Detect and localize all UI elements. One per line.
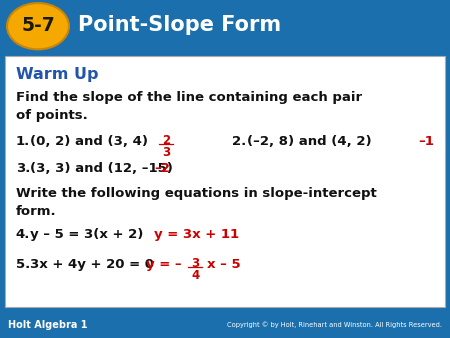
Text: Point-Slope Form: Point-Slope Form <box>78 15 281 35</box>
Text: Holt Algebra 1: Holt Algebra 1 <box>8 320 87 330</box>
Text: 3x + 4y + 20 = 0: 3x + 4y + 20 = 0 <box>30 258 154 271</box>
Text: 3: 3 <box>162 146 170 159</box>
Text: –1: –1 <box>418 135 434 148</box>
Text: 4.: 4. <box>16 228 30 241</box>
Text: 5.: 5. <box>16 258 30 271</box>
Text: 3: 3 <box>191 257 199 270</box>
Text: y = –: y = – <box>146 258 181 271</box>
Text: 5-7: 5-7 <box>21 16 55 35</box>
Text: Write the following equations in slope-intercept: Write the following equations in slope-i… <box>16 187 377 200</box>
Text: form.: form. <box>16 204 56 218</box>
Text: x – 5: x – 5 <box>207 258 241 271</box>
Text: (0, 2) and (3, 4): (0, 2) and (3, 4) <box>30 135 148 148</box>
Text: 1.: 1. <box>16 135 30 148</box>
FancyBboxPatch shape <box>5 56 445 307</box>
Text: Warm Up: Warm Up <box>16 67 98 82</box>
Text: 3.: 3. <box>16 162 30 175</box>
Text: –2: –2 <box>154 162 170 175</box>
Text: of points.: of points. <box>16 109 87 122</box>
Text: 2: 2 <box>162 134 170 147</box>
Text: y = 3x + 11: y = 3x + 11 <box>154 228 239 241</box>
Text: Find the slope of the line containing each pair: Find the slope of the line containing ea… <box>16 91 362 104</box>
Text: 4: 4 <box>191 269 199 282</box>
Text: 2.: 2. <box>232 135 247 148</box>
Text: (–2, 8) and (4, 2): (–2, 8) and (4, 2) <box>247 135 371 148</box>
Text: (3, 3) and (12, –15): (3, 3) and (12, –15) <box>30 162 173 175</box>
Ellipse shape <box>7 3 69 49</box>
Text: y – 5 = 3(x + 2): y – 5 = 3(x + 2) <box>30 228 144 241</box>
Text: Copyright © by Holt, Rinehart and Winston. All Rights Reserved.: Copyright © by Holt, Rinehart and Winsto… <box>227 322 442 328</box>
